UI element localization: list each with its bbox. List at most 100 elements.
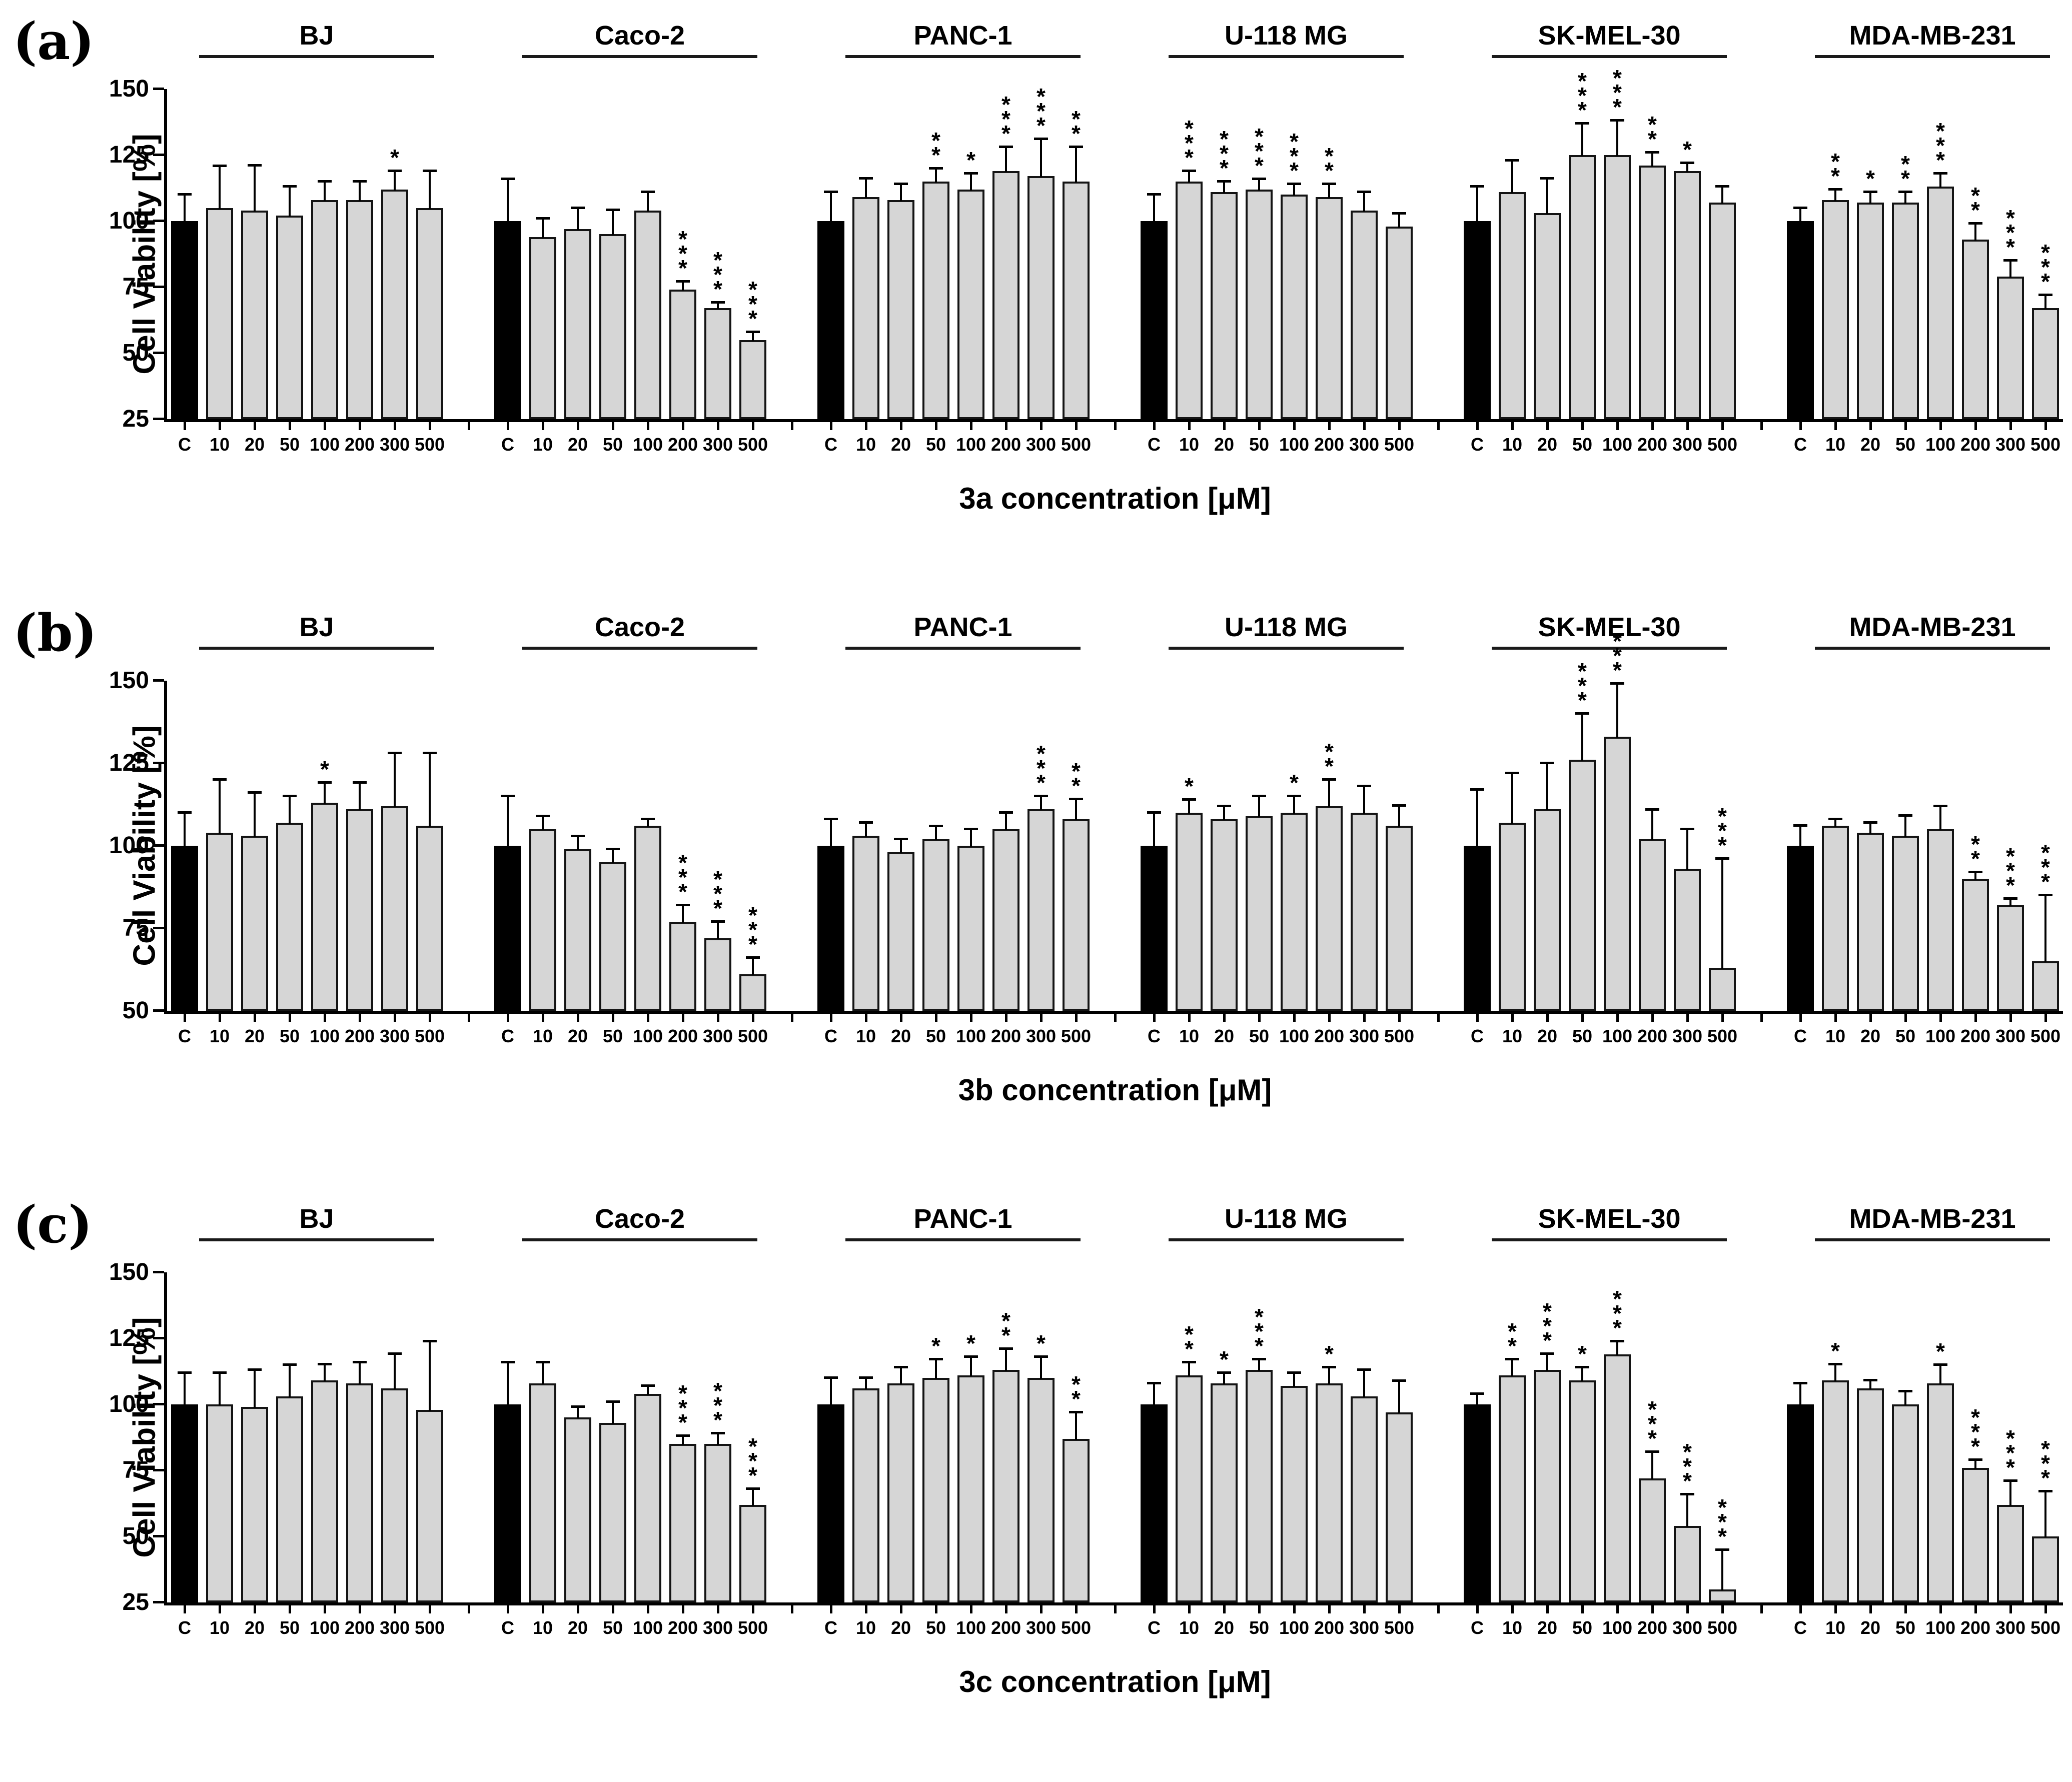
bar-slot: * * * <box>1705 1272 1740 1602</box>
error-bar-whisker <box>1939 806 1941 830</box>
significance-marker: * * <box>1888 153 1923 192</box>
bar-slot: * <box>1565 1272 1600 1602</box>
significance-marker: * * * <box>1705 805 1740 858</box>
treatment-bar <box>1211 192 1238 419</box>
error-bar-whisker <box>1005 1349 1007 1371</box>
asterisk: * <box>1971 1404 1980 1430</box>
error-bar-whisker <box>219 166 221 209</box>
error-bar-whisker <box>429 171 431 209</box>
y-tick-label: 125 <box>109 1325 149 1351</box>
x-tick-slot: C <box>1783 1014 1818 1047</box>
error-bar-cap <box>1470 788 1484 791</box>
x-tick-mark <box>1616 1014 1619 1022</box>
error-bar-cap <box>1863 1379 1877 1381</box>
error-bar-whisker <box>612 210 614 235</box>
error-bar-cap <box>423 170 437 172</box>
bar-slot <box>412 1272 447 1602</box>
y-tick-label: 125 <box>109 142 149 168</box>
x-tick-label: C <box>824 1026 837 1046</box>
treatment-bar <box>739 340 766 419</box>
x-tick-label: 10 <box>855 1617 876 1638</box>
x-tick-mark <box>1904 1014 1907 1022</box>
control-bar <box>1141 846 1168 1011</box>
bar-slot: * * <box>1958 89 1993 419</box>
y-axis-label-column: Cell Viability [%] <box>44 1272 162 1602</box>
x-tick-mark <box>393 422 396 430</box>
asterisk: * <box>1831 163 1840 189</box>
treatment-bar <box>1281 195 1308 419</box>
x-tick-slot: 100 <box>953 1605 988 1638</box>
treatment-bar <box>1569 760 1596 1011</box>
x-tick-mark <box>1616 1605 1619 1613</box>
asterisk: * <box>1037 98 1046 124</box>
treatment-bar <box>1962 879 1989 1011</box>
error-bar-cap <box>824 191 838 193</box>
x-tick-mark <box>183 1605 186 1613</box>
error-bar-whisker <box>1686 1494 1688 1527</box>
error-bar-cap <box>1322 1366 1336 1368</box>
treatment-bar <box>599 1423 626 1602</box>
y-tick-label: 75 <box>122 274 149 300</box>
error-bar-cap <box>1505 772 1519 774</box>
x-tick-mark <box>829 422 832 430</box>
cell-line-header: SK-MEL-30 <box>1457 20 1737 62</box>
asterisk: * <box>1683 1453 1692 1479</box>
bar-slot <box>1783 89 1818 419</box>
y-axis-line <box>164 89 167 419</box>
x-tick-label: 10 <box>209 1617 230 1638</box>
error-bar-cap <box>1470 185 1484 188</box>
x-tick-mark <box>1188 1605 1191 1613</box>
x-tick-mark <box>288 1605 291 1613</box>
x-tick-slot: 200 <box>1635 1605 1670 1638</box>
error-bar-whisker <box>1075 799 1077 820</box>
cell-line-name: PANC-1 <box>913 1204 1012 1234</box>
error-bar-cap <box>1069 146 1083 148</box>
bar-slot <box>342 681 377 1011</box>
x-tick-slot: C <box>490 1014 525 1047</box>
asterisk: * <box>1901 166 1910 192</box>
x-tick-mark <box>467 1014 470 1022</box>
error-bar-whisker <box>324 1364 326 1381</box>
x-tick-label: 20 <box>1860 434 1881 455</box>
asterisk: * <box>1718 832 1727 858</box>
asterisk: * <box>1255 153 1264 179</box>
asterisk: * <box>1613 643 1622 669</box>
treatment-bar <box>1709 203 1736 419</box>
error-bar-cap <box>1680 828 1694 830</box>
bar-group <box>167 1272 447 1602</box>
x-tick-label: C <box>1148 1617 1161 1638</box>
error-bar-whisker <box>1293 184 1295 196</box>
x-tick-slot: 100 <box>307 422 342 455</box>
header-underline <box>199 647 434 650</box>
significance-marker: * * <box>1059 108 1094 145</box>
x-tick-label: 100 <box>955 1026 986 1046</box>
treatment-bar <box>346 809 373 1011</box>
asterisk: * <box>1866 166 1875 192</box>
bar-slot: * * * <box>700 681 735 1011</box>
bar-slot: * * * <box>1993 1272 2028 1602</box>
x-tick-mark <box>541 1605 544 1613</box>
header-underline <box>1815 647 2050 650</box>
y-tick-mark <box>153 1271 164 1273</box>
bar-slot <box>918 681 953 1011</box>
x-tick-slot: 300 <box>1347 422 1382 455</box>
error-bar-cap <box>571 207 585 209</box>
treatment-bar <box>922 839 949 1011</box>
bar-slot: * * <box>1888 89 1923 419</box>
x-tick-label: 10 <box>1825 1617 1846 1638</box>
error-bar-cap <box>1069 798 1083 800</box>
cell-line-header: PANC-1 <box>810 20 1091 62</box>
error-bar-cap <box>501 1361 515 1363</box>
asterisk: * <box>713 247 722 273</box>
bar-slot <box>595 1272 630 1602</box>
error-bar-whisker <box>1511 161 1513 193</box>
treatment-bar <box>1822 200 1849 419</box>
y-tick-mark <box>153 1009 164 1012</box>
x-tick-mark <box>1760 1605 1763 1613</box>
x-tick-label: 500 <box>1061 434 1092 455</box>
treatment-bar <box>1997 1505 2024 1602</box>
error-bar-whisker <box>1546 179 1548 214</box>
cell-line-name: Caco-2 <box>594 1204 685 1234</box>
error-bar-cap <box>1147 1382 1161 1384</box>
asterisk: * <box>1325 158 1334 184</box>
